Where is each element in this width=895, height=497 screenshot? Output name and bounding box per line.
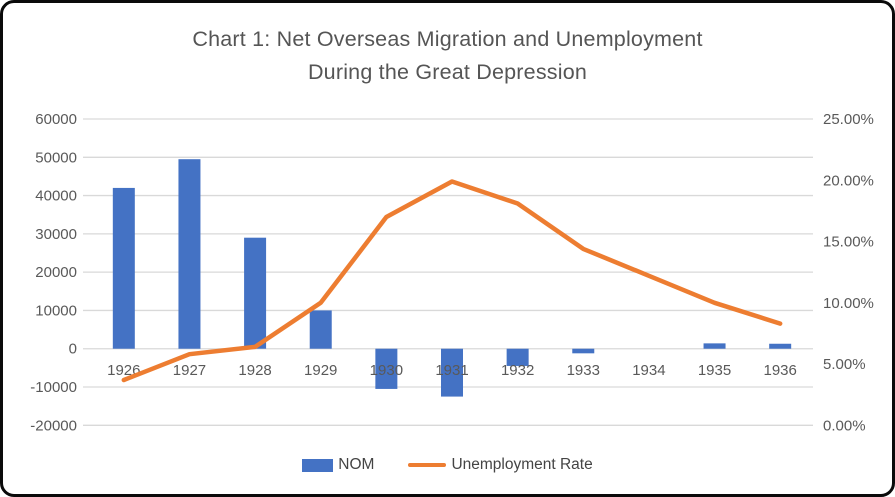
- legend-bar-swatch: [302, 458, 334, 472]
- plot-area: 1926 1927 1928 1929 1930 1931 1932 1933 1934 1935…: [30, 111, 874, 434]
- nom-bar-1933: [572, 348, 595, 354]
- x-tick-1932: 1932: [501, 362, 534, 379]
- legend-label: NOM: [338, 456, 375, 473]
- chart-title-line1: Chart 1: Net Overseas Migration and Unem…: [192, 27, 703, 51]
- y-left-tick: 40000: [35, 188, 77, 205]
- x-tick-1929: 1929: [304, 362, 337, 379]
- y-right-tick: 15.00%: [823, 234, 874, 251]
- y-left-tick: 60000: [35, 111, 77, 128]
- y-right-tick: 5.00%: [823, 356, 866, 373]
- y-left-tick: 20000: [35, 264, 77, 281]
- nom-bar-1930: [375, 348, 398, 389]
- nom-bar-1926: [112, 187, 135, 349]
- chart-title: Chart 1: Net Overseas Migration and Unem…: [3, 23, 892, 89]
- x-tick-1927: 1927: [173, 362, 206, 379]
- x-tick-1931: 1931: [435, 362, 468, 379]
- legend-label: Unemployment Rate: [451, 456, 593, 473]
- legend-item-unemployment-rate: Unemployment Rate: [408, 456, 593, 474]
- y-left-tick: 30000: [35, 226, 77, 243]
- legend-item-nom: NOM: [302, 456, 374, 474]
- y-right-tick: 25.00%: [823, 111, 874, 128]
- y-left-tick: 10000: [35, 302, 77, 319]
- y-left-tick: 50000: [35, 149, 77, 166]
- y-left-tick: 0: [69, 341, 77, 358]
- x-tick-1934: 1934: [632, 362, 665, 379]
- x-tick-1933: 1933: [567, 362, 600, 379]
- nom-bar-1931: [441, 348, 463, 397]
- x-tick-1935: 1935: [698, 362, 731, 379]
- nom-bar-1932: [506, 348, 529, 366]
- y-right-tick: 10.00%: [823, 295, 874, 312]
- chart-legend: NOM Unemployment Rate: [3, 453, 892, 477]
- x-tick-1930: 1930: [370, 362, 403, 379]
- unemployment-rate-line: [121, 179, 783, 383]
- y-right-tick: 0.00%: [823, 417, 866, 434]
- y-left-tick: -20000: [30, 417, 77, 434]
- x-tick-1928: 1928: [238, 362, 271, 379]
- chart-title-line2: During the Great Depression: [307, 60, 588, 84]
- legend-line-swatch: [408, 462, 447, 468]
- nom-bar-1927: [178, 159, 201, 349]
- nom-bar-1936: [769, 343, 792, 349]
- nom-bar-1935: [703, 343, 726, 349]
- nom-bar-1929: [309, 310, 332, 349]
- y-left-tick: -10000: [30, 379, 77, 396]
- x-tick-1936: 1936: [763, 362, 796, 379]
- y-right-tick: 20.00%: [823, 172, 874, 189]
- nom-bar-1928: [244, 237, 267, 349]
